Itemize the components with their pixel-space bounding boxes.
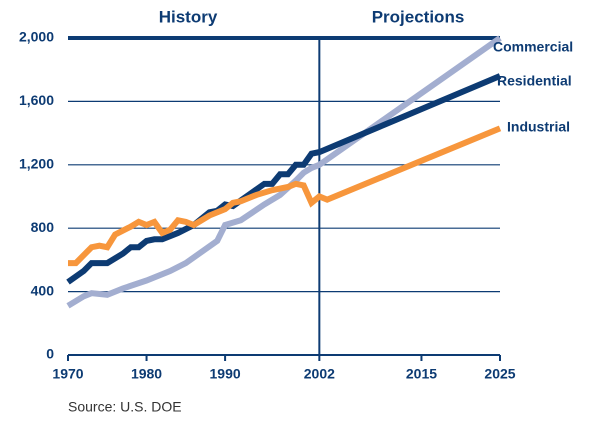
series-label: Residential [497,73,572,89]
history-label: History [159,7,218,26]
x-tick-label: 2015 [406,366,437,382]
series-label: Industrial [507,119,570,135]
x-tick-label: 2025 [484,366,515,382]
series-line [68,125,502,267]
series-line [66,73,502,285]
source: Source: U.S. DOE [68,399,182,415]
x-tick-label: 1970 [52,366,83,382]
projections-label: Projections [372,7,465,26]
x-tick-label: 1990 [210,366,241,382]
y-tick-label: 0 [46,346,54,362]
series-label: Commercial [493,39,573,55]
y-tick-label: 2,000 [19,29,54,45]
y-tick-label: 800 [31,219,55,235]
y-tick-label: 400 [31,282,55,298]
series-line [66,35,502,309]
y-tick-label: 1,200 [19,156,54,172]
x-tick-label: 1980 [131,366,162,382]
y-tick-label: 1,600 [19,92,54,108]
x-tick-label: 2002 [304,366,335,382]
